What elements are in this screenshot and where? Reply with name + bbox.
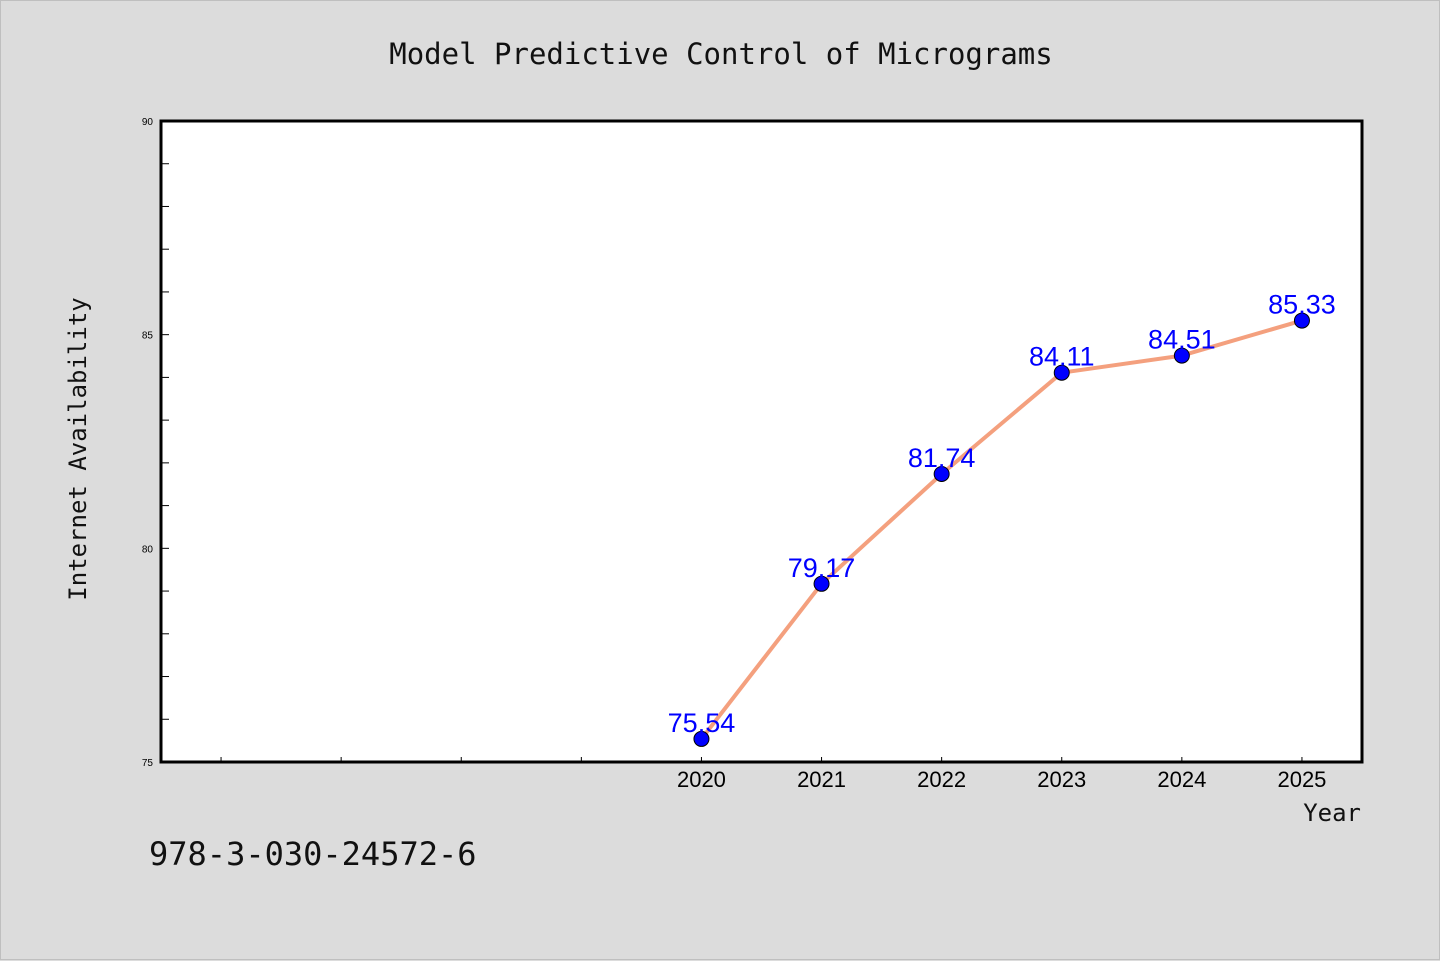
y-tick-label: 90: [142, 117, 154, 128]
data-point: [813, 575, 830, 592]
y-tick-label: 75: [142, 758, 154, 769]
data-label: 84.51: [1148, 325, 1216, 355]
data-label: 85.33: [1268, 290, 1336, 320]
data-point: [1173, 347, 1190, 364]
y-axis-label: Internet Availability: [64, 297, 92, 600]
data-label: 75.54: [668, 708, 736, 738]
x-tick-label: 2021: [797, 767, 846, 792]
data-point: [1053, 364, 1070, 381]
y-axis-ticks: 75 80 85 90: [142, 117, 169, 769]
plot-area: [159, 119, 1364, 764]
data-point: [693, 730, 710, 747]
x-tick-label: 2025: [1277, 767, 1326, 792]
x-axis-label: Year: [1303, 799, 1361, 827]
x-tick-label: 2022: [917, 767, 966, 792]
series-line: [699, 318, 1303, 741]
data-label: 81.74: [908, 443, 976, 473]
y-tick-label: 85: [142, 331, 154, 342]
x-tick-label: 2023: [1037, 767, 1086, 792]
isbn-text: 978-3-030-24572-6: [149, 835, 477, 873]
data-label: 84.11: [1029, 342, 1095, 372]
data-point: [1293, 312, 1310, 329]
series-layer: 75.54 79.17 81.74 84.11 84.51 85.33: [668, 290, 1336, 747]
data-point: [933, 465, 950, 482]
data-label: 79.17: [788, 553, 856, 583]
y-tick-label: 80: [142, 544, 154, 555]
x-tick-label: 2024: [1157, 767, 1206, 792]
x-axis-ticks: 2020 2021 2022 2023 2024 2025: [220, 757, 1326, 792]
x-tick-label: 2020: [677, 767, 726, 792]
chart-title: Model Predictive Control of Micrograms: [389, 37, 1052, 71]
